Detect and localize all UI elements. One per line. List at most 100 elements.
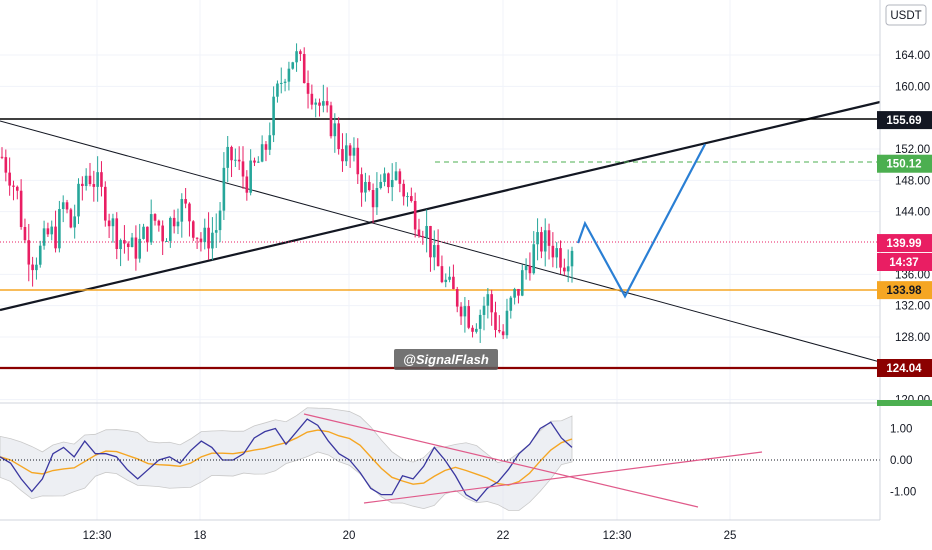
candle — [35, 257, 38, 280]
candle — [96, 156, 99, 202]
time-tick-label: 25 — [724, 530, 737, 542]
candle — [555, 242, 558, 269]
level-tag-label: 14:37 — [889, 257, 918, 269]
candle — [563, 258, 566, 276]
candle — [191, 220, 195, 241]
candle — [478, 309, 482, 343]
candle — [161, 220, 164, 256]
osc-rising-trendline[interactable] — [363, 451, 763, 504]
level-tag-major-support[interactable]: 124.04 — [877, 359, 932, 377]
candle — [448, 266, 451, 283]
descending-trendline[interactable] — [0, 120, 881, 363]
level-tag-bottom[interactable] — [877, 400, 932, 406]
candle — [134, 225, 138, 271]
candle — [467, 300, 471, 330]
candle — [268, 122, 272, 156]
candle — [543, 218, 547, 267]
candle — [46, 222, 50, 237]
candle — [394, 162, 398, 181]
osc-line — [0, 418, 573, 502]
price-tick-label: 148.00 — [895, 175, 930, 187]
level-tag-last-price[interactable]: 139.99 — [877, 234, 932, 253]
candle — [463, 297, 467, 333]
candle — [214, 213, 218, 248]
candle — [203, 218, 207, 250]
price-axis[interactable]: 164.00 160.00 152.00 148.00 144.00 136.00 132.… — [895, 50, 930, 407]
candle — [199, 232, 203, 252]
level-tag-label: 155.69 — [886, 115, 921, 127]
candle — [195, 237, 199, 249]
level-tags: 155.69 150.12 139.99 14:37 133.98 124.04 — [877, 111, 932, 406]
candle — [188, 202, 191, 237]
candle — [111, 213, 115, 243]
price-tick-label: 136.00 — [895, 269, 930, 281]
currency-badge[interactable] — [885, 4, 927, 26]
candle — [23, 218, 27, 244]
candle — [513, 287, 516, 305]
candle — [322, 84, 325, 113]
candle — [387, 172, 390, 194]
level-tag-label: 133.98 — [886, 285, 922, 297]
osc-falling-trendline[interactable] — [303, 413, 699, 508]
candle — [348, 143, 352, 168]
level-tag-label: 139.99 — [886, 238, 921, 250]
level-tag-target[interactable]: 150.12 — [877, 154, 932, 173]
candle — [4, 149, 8, 182]
candle — [440, 255, 444, 284]
candle — [272, 86, 275, 143]
candle — [413, 192, 417, 238]
candle — [38, 240, 42, 268]
candle — [241, 146, 245, 189]
candle — [8, 157, 11, 196]
candle — [237, 146, 241, 171]
candle — [211, 217, 214, 261]
candle — [249, 149, 252, 196]
candle — [425, 209, 428, 253]
candle — [50, 220, 54, 241]
candle — [142, 223, 145, 240]
candle — [505, 298, 509, 339]
time-axis[interactable]: 12:30 18 20 22 12:30 25 — [83, 530, 737, 542]
candle — [107, 213, 111, 239]
level-tag-support[interactable]: 133.98 — [877, 281, 932, 300]
ascending-trendline[interactable] — [0, 100, 881, 312]
candle — [566, 249, 570, 283]
candle — [520, 264, 524, 297]
candle — [291, 61, 295, 70]
level-tag-countdown[interactable]: 14:37 — [877, 253, 932, 271]
candle — [27, 223, 31, 282]
candle — [532, 231, 536, 275]
candle — [524, 258, 528, 280]
candle — [276, 80, 279, 103]
candle — [306, 70, 310, 109]
candle — [100, 161, 103, 197]
candle — [73, 204, 76, 239]
projection-path[interactable] — [576, 143, 706, 299]
candle — [329, 101, 333, 139]
price-tick-label: 160.00 — [895, 81, 930, 93]
currency-label: USDT — [890, 10, 921, 22]
candle — [19, 179, 23, 230]
candle — [61, 195, 65, 223]
candle — [398, 168, 402, 193]
candle — [299, 49, 302, 62]
candle — [165, 238, 168, 242]
candle — [356, 138, 360, 184]
time-tick-label: 22 — [497, 530, 510, 542]
candle — [207, 212, 210, 260]
candle — [540, 226, 543, 259]
candle — [360, 167, 363, 207]
candle — [12, 180, 15, 201]
candle — [375, 172, 379, 215]
candle — [295, 43, 298, 72]
osc-tick-label: 0.00 — [890, 455, 912, 467]
candle — [172, 209, 176, 234]
candles — [0, 43, 574, 343]
candle — [490, 289, 493, 326]
candle — [222, 152, 226, 221]
candle — [287, 61, 291, 91]
candle — [153, 213, 157, 226]
candle — [509, 295, 513, 319]
level-tag-resistance[interactable]: 155.69 — [877, 111, 932, 130]
